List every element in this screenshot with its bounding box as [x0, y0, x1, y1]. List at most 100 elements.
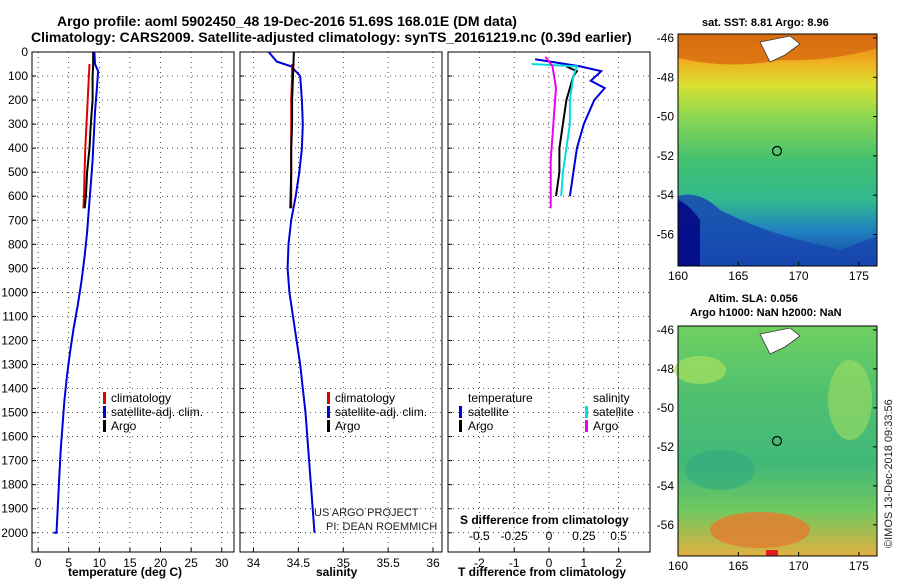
sst-map: 160 165 170 175 -46 -48 -50 -52 -54 -56 [657, 31, 878, 283]
x-tick-label: 30 [215, 556, 229, 570]
x-tick-label: 36 [426, 556, 440, 570]
legend-climatology-2: climatology [335, 391, 395, 405]
depth-tick-label: 0 [21, 45, 28, 59]
x-tick-label: 10 [93, 556, 107, 570]
depth-tick-labels: 0 100 200 300 400 500 600 700 800 900 1000 1100 1200… [1, 45, 28, 540]
x-tick-label: 35 [337, 556, 351, 570]
sla-warm-blob [710, 512, 810, 548]
legend-argo-2: Argo [335, 419, 361, 433]
x-tick-label: 5 [65, 556, 72, 570]
series-line-salinity-satellite [531, 63, 579, 197]
depth-tick-label: 1800 [1, 478, 28, 492]
series-line-salinity-argo [544, 56, 558, 209]
sla-blob-3 [685, 450, 755, 490]
x-tick-label: 2 [615, 556, 622, 570]
credit-pi: PI: DEAN ROEMMICH [326, 521, 437, 533]
sla-map-title: Altim. SLA: 0.056 [708, 293, 798, 305]
depth-tick-label: 1400 [1, 382, 28, 396]
series-line-argo [83, 52, 95, 209]
depth-tick-label: 1100 [2, 309, 28, 323]
series-line-temperature-argo [555, 65, 579, 197]
legend-swatch-s-argo [585, 420, 588, 432]
x-tick-label: -1 [509, 556, 520, 570]
legend-swatch-argo-2 [327, 420, 330, 432]
depth-tick-label: 500 [8, 165, 28, 179]
s-tick-label: -0.25 [500, 529, 528, 543]
sla-hot-spot [766, 550, 778, 556]
depth-tick-label: 800 [8, 237, 28, 251]
depth-tick-label: 1900 [1, 502, 28, 516]
x-tick-label: 34 [247, 556, 261, 570]
map-lon-label: 160 [668, 269, 688, 283]
salinity-lines [267, 52, 316, 533]
depth-tick-label: 200 [8, 93, 28, 107]
sla-map: 160 165 170 175 -46 -48 -50 -52 -54 -56 [657, 323, 878, 573]
x-tick-label: 20 [154, 556, 168, 570]
depth-tick-label: 2000 [1, 526, 28, 540]
legend-swatch-satellite [103, 406, 106, 418]
map-lat-label: -48 [657, 70, 675, 84]
x-tick-label: 25 [184, 556, 198, 570]
legend-swatch-s-satellite [585, 406, 588, 418]
s-tick-label: 0 [546, 529, 553, 543]
credit-imos: ©IMOS 13-Dec-2018 09:33:56 [883, 399, 895, 548]
sst-argo-position [771, 145, 783, 157]
salinity-panel-frame [239, 51, 443, 553]
x-tick-label: 34.5 [287, 556, 311, 570]
series-line-temperature-satellite [534, 58, 607, 197]
depth-tick-label: 1300 [1, 358, 28, 372]
s-tick-label: -0.5 [469, 529, 490, 543]
sst-map-ticks: 160 165 170 175 -46 -48 -50 -52 -54 -56 [657, 31, 877, 283]
map-lat-label: -52 [657, 440, 675, 454]
depth-tick-label: 400 [8, 141, 28, 155]
depth-tick-label: 900 [8, 261, 28, 275]
salinity-grid [240, 51, 442, 552]
map-lat-label: -50 [657, 110, 675, 124]
difference-tick-labels: -2 -1 0 1 2 -0.5 -0.25 0 0.25 0.5 [469, 529, 627, 570]
sla-map-ticks: 160 165 170 175 -46 -48 -50 -52 -54 -56 [657, 323, 877, 573]
depth-tick-label: 1500 [1, 406, 28, 420]
map-lat-label: -50 [657, 401, 675, 415]
salinity-tick-labels: 34 34.5 35 35.5 36 [247, 556, 440, 570]
legend-satellite-adj-2: satellite-adj. clim. [335, 405, 427, 419]
depth-tick-label: 600 [8, 189, 28, 203]
s-difference-label: S difference from climatology [460, 513, 629, 527]
depth-tick-label: 1700 [1, 454, 28, 468]
legend-swatch-argo [103, 420, 106, 432]
legend-argo: Argo [111, 419, 137, 433]
salinity-axis-label: salinity [316, 565, 358, 579]
difference-grid [448, 51, 650, 552]
s-tick-label: 0.25 [572, 529, 596, 543]
depth-tick-label: 1200 [1, 333, 28, 347]
sla-island [759, 327, 801, 355]
map-lat-label: -56 [657, 518, 675, 532]
map-lon-label: 160 [668, 559, 688, 573]
s-tick-label: 0.5 [610, 529, 627, 543]
map-lon-label: 175 [849, 269, 869, 283]
legend-swatch-t-satellite [459, 406, 462, 418]
temperature-panel-frame [31, 51, 235, 553]
map-lat-label: -46 [657, 31, 675, 45]
x-tick-label: 0 [546, 556, 553, 570]
depth-tick-label: 300 [8, 117, 28, 131]
legend-t-argo: Argo [468, 419, 494, 433]
legend-diff-temperature-title: temperature [468, 391, 533, 405]
legend-diff-salinity-title: salinity [593, 391, 630, 405]
legend-s-satellite: satellite [593, 405, 634, 419]
x-tick-label: 1 [580, 556, 587, 570]
title-line-2: Climatology: CARS2009. Satellite-adjuste… [31, 29, 632, 45]
temperature-tick-labels: 0 5 10 15 20 25 30 [35, 556, 229, 570]
difference-axis-label: T difference from climatology [458, 565, 626, 579]
map-lat-label: -56 [657, 228, 675, 242]
legend-swatch-climatology [103, 392, 106, 404]
legend-swatch-climatology-2 [327, 392, 330, 404]
x-tick-label: -2 [474, 556, 485, 570]
sst-deep-cold [678, 200, 700, 266]
sst-island [759, 35, 801, 63]
temperature-legend: climatology satellite-adj. clim. Argo [103, 391, 203, 433]
map-lat-label: -52 [657, 149, 675, 163]
map-lon-label: 170 [789, 559, 809, 573]
salinity-legend: climatology satellite-adj. clim. Argo [327, 391, 427, 433]
map-lon-label: 165 [728, 559, 748, 573]
